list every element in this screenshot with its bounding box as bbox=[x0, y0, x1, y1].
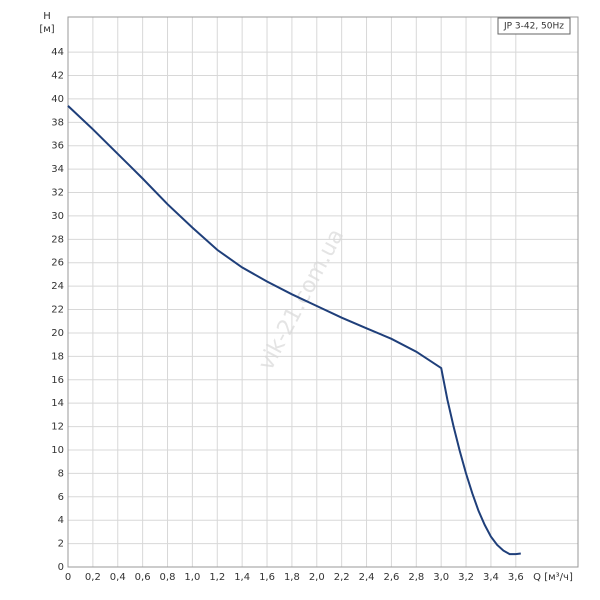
x-tick-label: 1,2 bbox=[209, 572, 225, 583]
x-axis-label: Q [м³/ч] bbox=[533, 572, 573, 583]
y-tick-label: 26 bbox=[51, 258, 64, 269]
x-tick-label: 2,4 bbox=[359, 572, 375, 583]
y-tick-label: 0 bbox=[58, 562, 64, 573]
y-tick-label: 44 bbox=[51, 47, 64, 58]
legend-label: JP 3-42, 50Hz bbox=[503, 22, 564, 32]
legend-box bbox=[497, 17, 571, 35]
x-tick-label: 2,2 bbox=[334, 572, 350, 583]
x-tick-label: 2,8 bbox=[408, 572, 424, 583]
y-tick-label: 2 bbox=[58, 539, 64, 550]
y-tick-label: 32 bbox=[51, 188, 64, 199]
y-axis-label: H bbox=[43, 11, 51, 22]
x-tick-label: 2,6 bbox=[383, 572, 399, 583]
y-tick-label: 36 bbox=[51, 141, 64, 152]
y-tick-label: 18 bbox=[51, 351, 64, 362]
y-tick-label: 34 bbox=[51, 164, 64, 175]
x-tick-label: 3,0 bbox=[433, 572, 449, 583]
x-tick-label: 0,6 bbox=[135, 572, 151, 583]
y-tick-label: 30 bbox=[51, 211, 64, 222]
y-tick-label: 28 bbox=[51, 234, 64, 245]
y-tick-label: 22 bbox=[51, 305, 64, 316]
y-tick-label: 8 bbox=[58, 468, 64, 479]
x-tick-label: 2,0 bbox=[309, 572, 325, 583]
plot-border bbox=[67, 16, 579, 568]
y-tick-label: 38 bbox=[51, 117, 64, 128]
x-tick-label: 0,4 bbox=[110, 572, 126, 583]
y-tick-label: 16 bbox=[51, 375, 64, 386]
y-tick-label: 24 bbox=[51, 281, 64, 292]
x-tick-label: 0 bbox=[65, 572, 71, 583]
y-tick-label: 4 bbox=[58, 515, 64, 526]
x-tick-label: 3,4 bbox=[483, 572, 499, 583]
y-tick-label: 6 bbox=[58, 492, 64, 503]
y-tick-label: 20 bbox=[51, 328, 64, 339]
x-tick-label: 1,4 bbox=[234, 572, 250, 583]
y-tick-label: 14 bbox=[51, 398, 64, 409]
y-tick-label: 12 bbox=[51, 422, 64, 433]
y-tick-label: 10 bbox=[51, 445, 64, 456]
x-tick-label: 1,8 bbox=[284, 572, 300, 583]
series-line bbox=[67, 105, 521, 556]
x-tick-label: 3,2 bbox=[458, 572, 474, 583]
x-tick-label: 0,2 bbox=[85, 572, 101, 583]
x-tick-label: 0,8 bbox=[160, 572, 176, 583]
y-axis-unit: [м] bbox=[39, 24, 54, 35]
x-tick-label: 1,0 bbox=[184, 572, 200, 583]
y-tick-label: 40 bbox=[51, 94, 64, 105]
x-tick-label: 3,6 bbox=[508, 572, 524, 583]
x-tick-label: 1,6 bbox=[259, 572, 275, 583]
y-tick-label: 42 bbox=[51, 71, 64, 82]
